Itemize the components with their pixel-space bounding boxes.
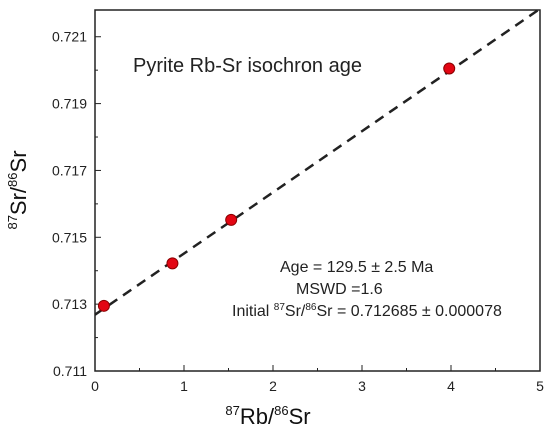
x-axis-label: 87Rb/86Sr xyxy=(225,403,310,429)
y-tick-label: 0.717 xyxy=(52,162,87,178)
data-point xyxy=(225,213,238,226)
x-tick-label: 4 xyxy=(447,378,455,394)
x-tick-label: 3 xyxy=(358,378,366,394)
xlabel-base2: Sr xyxy=(289,404,311,429)
x-tick-label: 5 xyxy=(536,378,544,394)
x-tick-label: 2 xyxy=(269,378,277,394)
y-tick-label: 0.713 xyxy=(52,296,87,312)
ylabel-sup2: 86 xyxy=(5,172,20,186)
initial-suffix: Sr = 0.712685 ± 0.000078 xyxy=(317,303,502,320)
chart-title: Pyrite Rb-Sr isochron age xyxy=(133,55,362,77)
x-tick-label: 0 xyxy=(91,378,99,394)
x-axis-ticks: 0 1 2 3 4 5 xyxy=(91,365,544,394)
y-axis-ticks: 0.711 0.713 0.715 0.717 0.719 0.721 xyxy=(52,29,101,379)
y-tick-label: 0.715 xyxy=(52,229,87,245)
initial-prefix: Initial xyxy=(232,303,274,320)
initial-sup2: 86 xyxy=(305,302,317,313)
data-points xyxy=(97,62,456,312)
ylabel-sup1: 87 xyxy=(5,215,20,229)
xlabel-base1: Rb/ xyxy=(240,404,275,429)
data-point xyxy=(97,299,110,312)
initial-sup1: 87 xyxy=(274,302,286,313)
xlabel-sup2: 86 xyxy=(274,403,288,418)
y-tick-label: 0.719 xyxy=(52,96,87,112)
data-point xyxy=(166,257,179,270)
x-tick-label: 1 xyxy=(180,378,188,394)
xlabel-sup1: 87 xyxy=(225,403,239,418)
mswd-annotation: MSWD =1.6 xyxy=(296,281,383,298)
data-point xyxy=(443,62,456,75)
y-tick-label: 0.711 xyxy=(53,363,87,379)
age-annotation: Age = 129.5 ± 2.5 Ma xyxy=(280,259,433,276)
ylabel-base1: Sr/ xyxy=(6,186,31,215)
initial-mid: Sr/ xyxy=(285,303,306,320)
ylabel-base2: Sr xyxy=(6,150,31,172)
y-tick-label: 0.721 xyxy=(52,29,87,45)
initial-ratio-annotation: Initial 87Sr/86Sr = 0.712685 ± 0.000078 xyxy=(232,302,502,320)
y-axis-label: 87Sr/86Sr xyxy=(5,150,31,229)
